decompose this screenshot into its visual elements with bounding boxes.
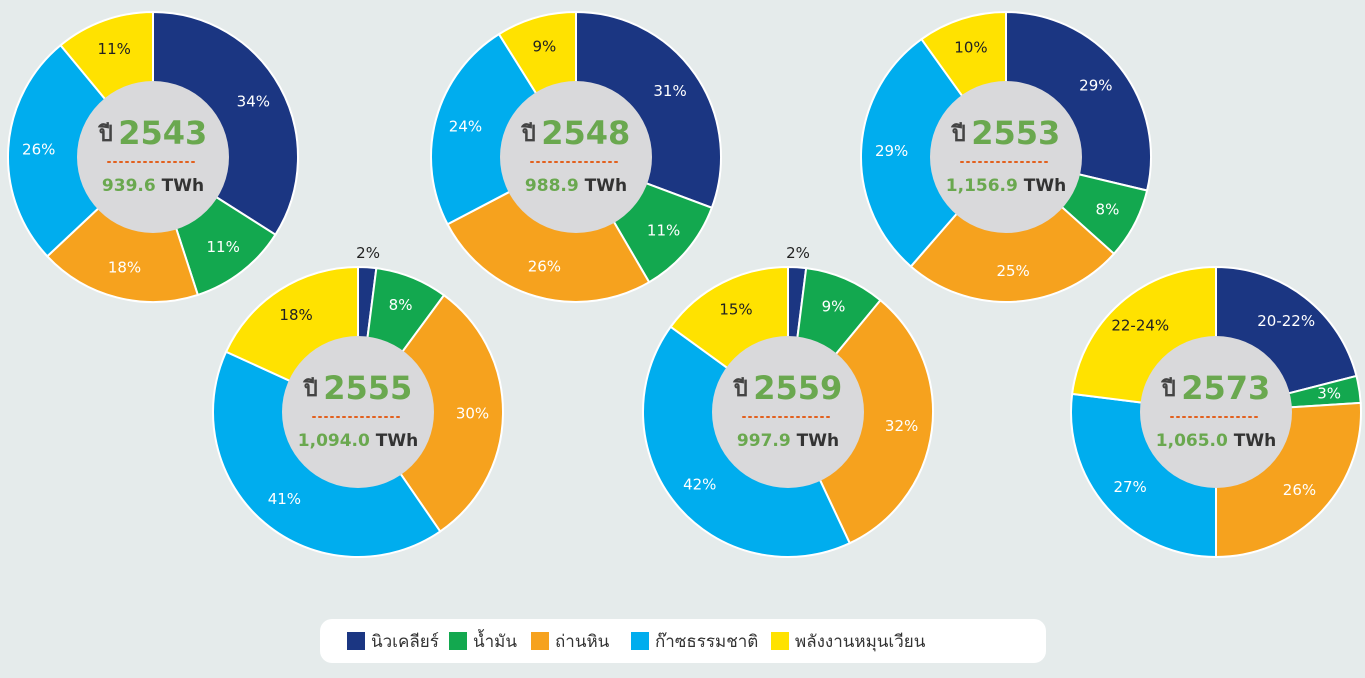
year-value: 2548 (541, 114, 630, 152)
year-value: 2543 (118, 114, 207, 152)
slice-label: 32% (885, 417, 918, 435)
slice-label: 3% (1317, 385, 1341, 403)
year-label: ปี 2559 (733, 369, 843, 407)
total-value: 1,094.0 (298, 431, 370, 451)
slice-label: 29% (1079, 77, 1112, 95)
legend-swatch (347, 632, 365, 650)
slice-label: 26% (1283, 481, 1316, 499)
slice-label: 26% (22, 140, 55, 158)
slice-label: 27% (1113, 478, 1146, 496)
slice-label: 24% (449, 118, 482, 136)
year-prefix: ปี (733, 377, 748, 402)
legend-swatch (771, 632, 789, 650)
year-label: ปี 2573 (1161, 369, 1271, 407)
total-label: 1,094.0 TWh (298, 431, 418, 451)
total-label: 1,065.0 TWh (1156, 431, 1276, 451)
total-unit: TWh (585, 176, 627, 196)
slice-label: 2% (356, 244, 380, 262)
slice-label: 22-24% (1111, 317, 1169, 335)
total-value: 997.9 (737, 431, 791, 451)
donut-center (712, 336, 864, 488)
slice-label: 41% (268, 490, 301, 508)
legend-box (320, 619, 1046, 663)
slice-label: 31% (653, 82, 686, 100)
donut-center (1140, 336, 1292, 488)
total-unit: TWh (797, 431, 839, 451)
total-value: 1,065.0 (1156, 431, 1228, 451)
slice-label: 34% (237, 92, 270, 110)
total-label: 997.9 TWh (737, 431, 839, 451)
donut-center (930, 81, 1082, 233)
slice-label: 2% (786, 244, 810, 262)
total-label: 939.6 TWh (102, 176, 204, 196)
total-label: 1,156.9 TWh (946, 176, 1066, 196)
legend-swatch (531, 632, 549, 650)
total-unit: TWh (376, 431, 418, 451)
year-prefix: ปี (303, 377, 318, 402)
slice-label: 29% (875, 142, 908, 160)
total-label: 988.9 TWh (525, 176, 627, 196)
legend-swatch (449, 632, 467, 650)
total-unit: TWh (162, 176, 204, 196)
legend-label: น้ำมัน (473, 629, 517, 652)
year-label: ปี 2548 (521, 114, 631, 152)
legend-label: ก๊าซธรรมชาติ (655, 632, 758, 652)
year-value: 2553 (971, 114, 1060, 152)
year-value: 2559 (753, 369, 842, 407)
legend-label: พลังงานหมุนเวียน (795, 632, 926, 652)
total-unit: TWh (1024, 176, 1066, 196)
total-value: 1,156.9 (946, 176, 1018, 196)
slice-label: 9% (822, 297, 846, 315)
year-prefix: ปี (951, 122, 966, 147)
total-value: 988.9 (525, 176, 579, 196)
slice-label: 18% (279, 306, 312, 324)
year-value: 2573 (1181, 369, 1270, 407)
legend-label: ถ่านหิน (555, 632, 610, 652)
year-prefix: ปี (1161, 377, 1176, 402)
slice-label: 11% (207, 238, 240, 256)
slice-label: 20-22% (1257, 312, 1315, 330)
legend-swatch (631, 632, 649, 650)
year-label: ปี 2555 (303, 369, 413, 407)
legend-label: นิวเคลียร์ (371, 632, 439, 652)
slice-label: 30% (456, 404, 489, 422)
year-prefix: ปี (521, 122, 536, 147)
pie-slice (446, 155, 651, 303)
slice-label: 11% (647, 221, 680, 239)
donut-center (500, 81, 652, 233)
slice-label: 8% (389, 296, 413, 314)
total-unit: TWh (1234, 431, 1276, 451)
slice-label: 8% (1096, 201, 1120, 219)
slice-label: 25% (996, 262, 1029, 280)
year-label: ปี 2553 (951, 114, 1061, 152)
slice-label: 42% (683, 475, 716, 493)
slice-label: 18% (108, 258, 141, 276)
donut-center (282, 336, 434, 488)
year-value: 2555 (323, 369, 412, 407)
slice-label: 11% (98, 40, 131, 58)
year-label: ปี 2543 (98, 114, 208, 152)
slice-label: 10% (954, 38, 987, 56)
total-value: 939.6 (102, 176, 156, 196)
donut-center (77, 81, 229, 233)
slice-label: 26% (528, 258, 561, 276)
year-prefix: ปี (98, 122, 113, 147)
slice-label: 15% (719, 300, 752, 318)
pie-slice (430, 32, 578, 226)
slice-label: 9% (532, 37, 556, 55)
